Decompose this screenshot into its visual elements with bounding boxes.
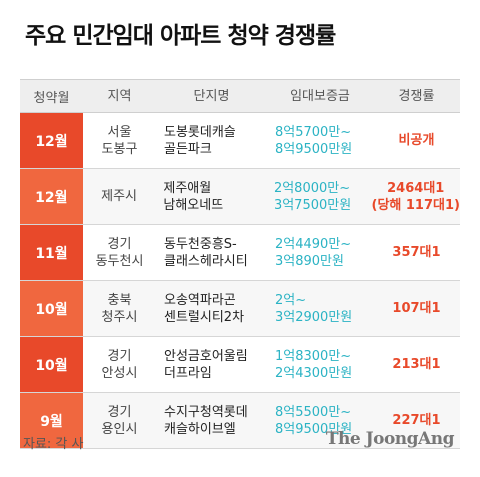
cell-region: 서울 도봉구 <box>83 124 156 158</box>
table-header: 청약월 지역 단지명 임대보증금 경쟁률 <box>20 79 460 113</box>
brand-logo: The JoongAng <box>325 429 455 449</box>
cell-complex-line: 더프라임 <box>164 365 212 381</box>
cell-deposit-line: 2억4490만~ <box>275 236 352 252</box>
cell-month: 9월 <box>20 393 83 448</box>
cell-rate-line: (당해 117대1) <box>371 197 460 213</box>
cell-deposit-line: 2억8000만~ <box>273 180 351 196</box>
cell-region-line: 청주시 <box>101 309 138 325</box>
cell-complex-line: 오송역파라곤 <box>164 292 236 308</box>
header-month: 청약월 <box>33 90 70 106</box>
cell-region-line: 서울 <box>107 124 132 140</box>
table-row: 12월 서울 도봉구 도봉롯데캐슬 골든파크 8억5700만~ 8억9500만원 비공개 <box>20 113 460 169</box>
cell-deposit: 8억5500만~ 8억9500만원 <box>267 404 373 438</box>
cell-region-line: 충북 <box>107 292 132 308</box>
cell-rate-line: 357대1 <box>392 245 441 260</box>
chart-title: 주요 민간임대 아파트 청약 경쟁률 <box>25 23 336 49</box>
cell-complex-line: 캐슬하이브엘 <box>164 421 236 437</box>
cell-deposit-line: 1억8300만~ <box>275 348 352 364</box>
cell-deposit: 8억5700만~ 8억9500만원 <box>267 124 373 158</box>
cell-rate: 357대1 <box>373 244 460 261</box>
cell-month: 10월 <box>20 281 83 336</box>
cell-complex-line: 안성금호어울림 <box>164 348 248 364</box>
cell-complex-line: 제주애월 <box>163 180 212 196</box>
cell-region-line: 동두천시 <box>95 253 144 269</box>
cell-region-line: 안성시 <box>101 365 138 381</box>
cell-rate: 107대1 <box>373 300 460 317</box>
cell-rate-line: 비공개 <box>398 133 435 148</box>
cell-complex: 제주애월 남해오네뜨 <box>155 180 266 214</box>
cell-deposit-line: 2억4300만원 <box>275 365 353 381</box>
cell-complex-line: 클래스헤라시티 <box>164 253 248 269</box>
cell-month: 12월 <box>20 113 83 168</box>
cell-complex-line: 수지구청역롯데 <box>164 404 248 420</box>
cell-deposit: 2억~ 3억2900만원 <box>267 292 373 326</box>
cell-complex-line: 동두천중흥S- <box>164 236 237 252</box>
cell-region-line: 제주시 <box>101 189 137 204</box>
table-body: 12월 서울 도봉구 도봉롯데캐슬 골든파크 8억5700만~ 8억9500만원 비공개 12월… <box>20 113 460 449</box>
header-rate: 경쟁률 <box>398 88 435 104</box>
cell-region-line: 도봉구 <box>101 141 138 157</box>
cell-deposit-line: 3억890만원 <box>275 253 344 269</box>
cell-region-line: 경기 <box>107 348 132 364</box>
cell-deposit-line: 8억9500만원 <box>275 421 353 437</box>
table-row: 10월 경기 안성시 안성금호어울림 더프라임 1억8300만~ 2억4300만원 213대1 <box>20 337 460 393</box>
competition-table: 청약월 지역 단지명 임대보증금 경쟁률 12월 서울 도봉구 도봉롯데캐슬 골든파크 8… <box>20 79 460 449</box>
cell-rate-line: 213대1 <box>392 357 441 372</box>
cell-deposit-line: 8억5500만~ <box>275 404 352 420</box>
cell-complex: 동두천중흥S- 클래스헤라시티 <box>156 236 267 270</box>
cell-complex: 오송역파라곤 센트럴시티2차 <box>156 292 267 326</box>
header-deposit: 임대보증금 <box>290 88 350 104</box>
header-complex: 단지명 <box>193 88 230 104</box>
cell-deposit: 2억8000만~ 3억7500만원 <box>266 180 372 214</box>
table-row: 12월 제주시 제주애월 남해오네뜨 2억8000만~ 3억7500만원 2464대1 (당해… <box>20 169 460 225</box>
cell-deposit: 1억8300만~ 2억4300만원 <box>267 348 373 382</box>
cell-month: 11월 <box>20 225 83 280</box>
cell-complex-line: 골든파크 <box>164 141 212 157</box>
cell-complex-line: 남해오네뜨 <box>163 197 224 213</box>
cell-region: 경기 안성시 <box>83 348 156 382</box>
cell-deposit-line: 3억2900만원 <box>275 309 353 325</box>
cell-region: 충북 청주시 <box>83 292 156 326</box>
source-note: 자료: 각 사 <box>23 437 84 452</box>
cell-rate: 213대1 <box>373 356 460 373</box>
table-row: 11월 경기 동두천시 동두천중흥S- 클래스헤라시티 2억4490만~ 3억890만원 35… <box>20 225 460 281</box>
cell-deposit-line: 8억5700만~ <box>275 124 352 140</box>
table-row: 9월 경기 용인시 수지구청역롯데 캐슬하이브엘 8억5500만~ 8억9500만원 227대… <box>20 393 460 449</box>
table-row: 10월 충북 청주시 오송역파라곤 센트럴시티2차 2억~ 3억2900만원 107대1 <box>20 281 460 337</box>
cell-rate-line: 107대1 <box>392 301 441 316</box>
cell-month: 12월 <box>20 169 83 224</box>
cell-rate-line: 2464대1 <box>387 180 445 196</box>
cell-complex-line: 도봉롯데캐슬 <box>164 124 236 140</box>
cell-complex: 안성금호어울림 더프라임 <box>156 348 267 382</box>
cell-complex: 도봉롯데캐슬 골든파크 <box>156 124 267 158</box>
cell-region-line: 경기 <box>107 236 132 252</box>
cell-complex: 수지구청역롯데 캐슬하이브엘 <box>156 404 267 438</box>
cell-month: 10월 <box>20 337 83 392</box>
cell-deposit-line: 8억9500만원 <box>275 141 353 157</box>
cell-deposit-line: 2억~ <box>275 292 307 308</box>
cell-deposit-line: 3억7500만원 <box>273 197 352 213</box>
cell-rate: 227대1 <box>373 412 460 429</box>
cell-deposit: 2억4490만~ 3억890만원 <box>267 236 373 270</box>
cell-rate: 2464대1 (당해 117대1) <box>372 180 460 214</box>
cell-region: 제주시 <box>83 188 156 205</box>
cell-region-line: 용인시 <box>101 421 138 437</box>
cell-rate-line: 227대1 <box>392 413 441 428</box>
header-region: 지역 <box>107 88 132 104</box>
cell-region: 경기 용인시 <box>83 404 156 438</box>
cell-region-line: 경기 <box>107 404 132 420</box>
cell-rate: 비공개 <box>373 132 460 149</box>
cell-region: 경기 동두천시 <box>83 236 156 270</box>
cell-complex-line: 센트럴시티2차 <box>164 309 245 325</box>
